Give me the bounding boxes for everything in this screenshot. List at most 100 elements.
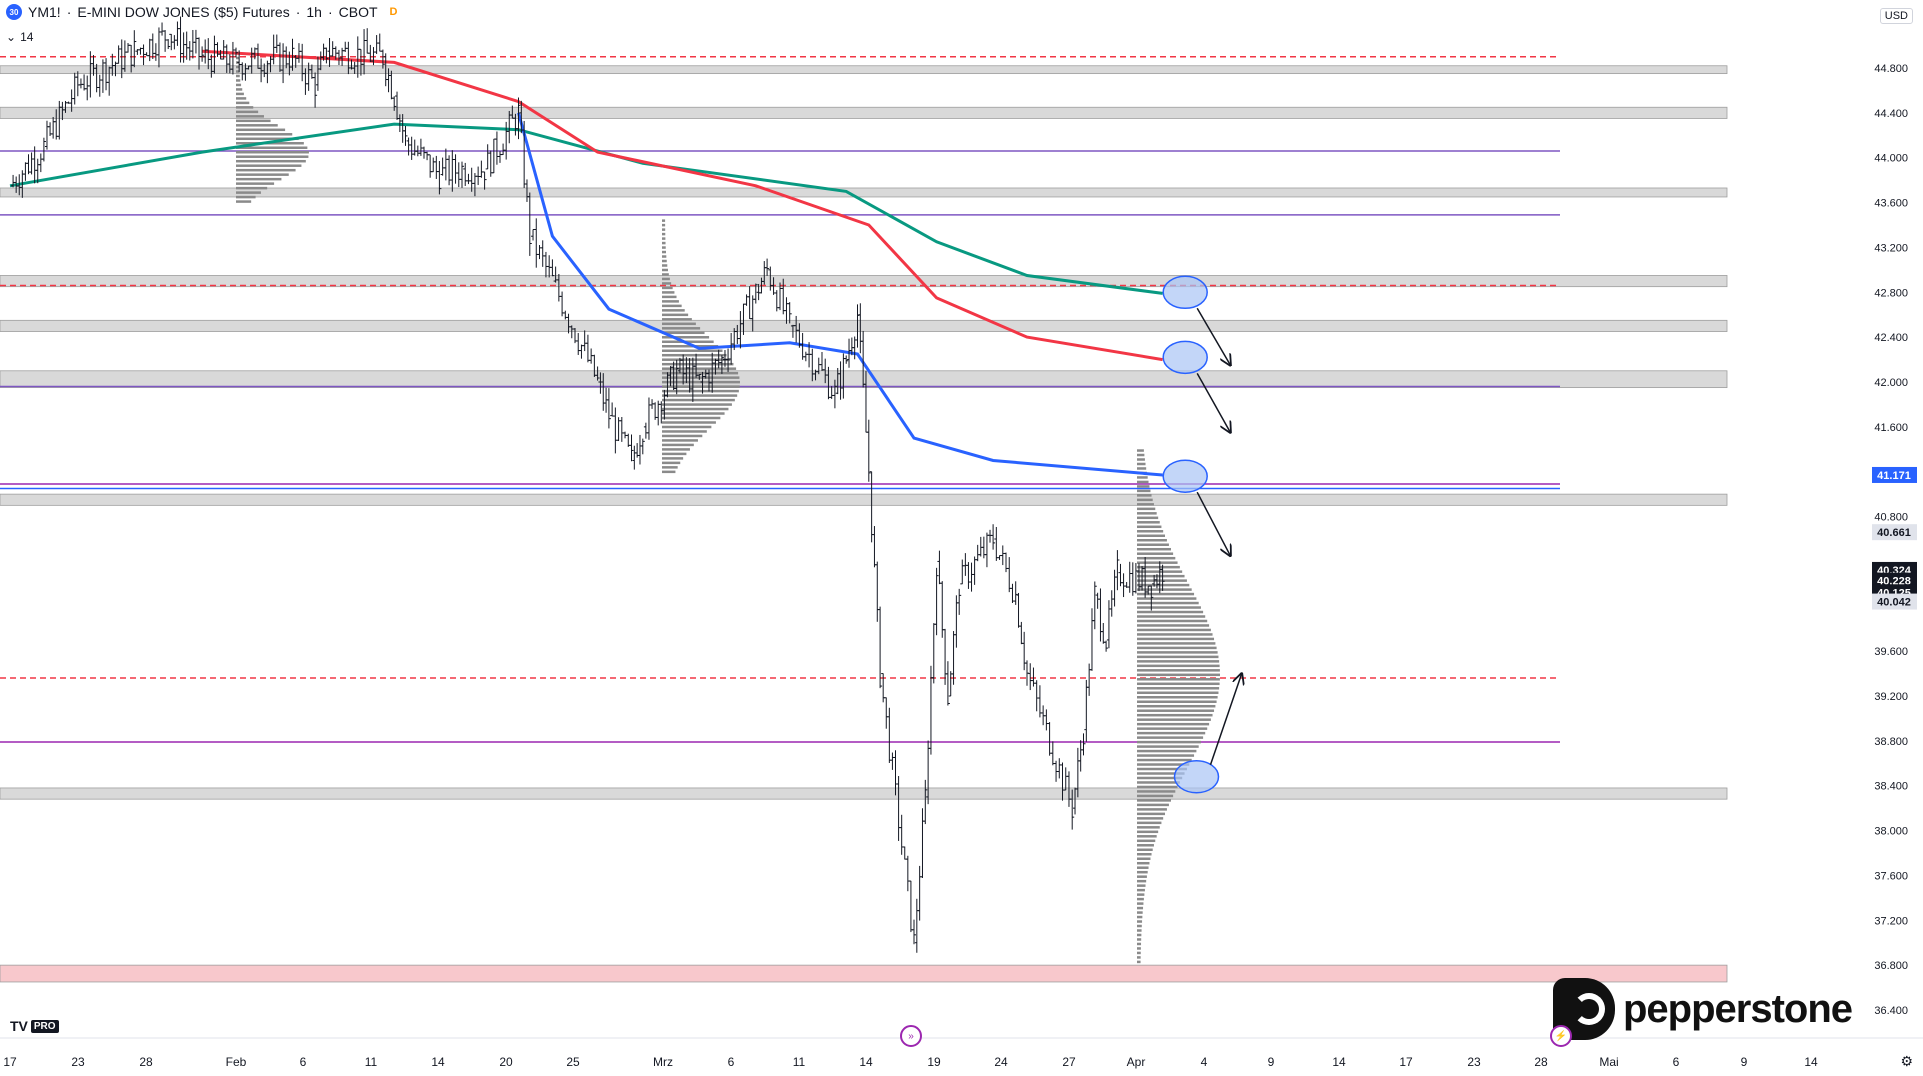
volume-bar xyxy=(1137,844,1154,847)
volume-bar xyxy=(1137,727,1208,730)
volume-bar xyxy=(1137,902,1144,905)
time-tick-label: 11 xyxy=(793,1055,806,1069)
volume-bar xyxy=(1137,646,1217,650)
price-label-bg xyxy=(1872,524,1917,541)
chevron-down-icon[interactable]: ⌄ xyxy=(6,30,17,44)
price-label-text: 40.042 xyxy=(1877,597,1911,609)
volume-bar xyxy=(1137,866,1149,869)
tradingview-logo: TV PRO xyxy=(10,1018,59,1034)
volume-bar xyxy=(662,403,732,406)
volume-bar xyxy=(236,70,240,73)
time-tick-label: 4 xyxy=(1201,1055,1208,1069)
gear-icon[interactable]: ⚙ xyxy=(1900,1053,1913,1069)
volume-bar xyxy=(1137,736,1204,739)
zone-band xyxy=(0,964,1728,983)
replay-arrow-icon[interactable]: » xyxy=(900,1025,922,1047)
time-tick-label: 6 xyxy=(1673,1055,1680,1069)
volume-bar xyxy=(662,389,739,393)
volume-bar xyxy=(236,177,282,181)
lightning-icon[interactable]: ⚡ xyxy=(1550,1025,1572,1047)
volume-bar xyxy=(236,137,299,141)
volume-bar xyxy=(1137,875,1147,878)
volume-bar xyxy=(662,295,677,299)
volume-bar xyxy=(1137,803,1169,807)
volume-bar xyxy=(662,219,666,222)
volume-bar xyxy=(1137,601,1199,605)
volume-bar xyxy=(1137,633,1213,636)
volume-bar xyxy=(236,146,308,149)
time-tick-label: Mrz xyxy=(653,1055,673,1069)
volume-bar xyxy=(236,168,296,172)
volume-bar xyxy=(1137,480,1149,484)
length-value: 14 xyxy=(20,30,34,44)
volume-bar xyxy=(1137,722,1210,726)
volume-bar xyxy=(236,119,271,123)
volume-bar xyxy=(236,150,309,154)
time-tick-label: 28 xyxy=(1534,1055,1548,1069)
price-tick-label: 39.200 xyxy=(1874,691,1908,703)
volume-bar xyxy=(1137,637,1215,641)
time-tick-label: 14 xyxy=(1332,1055,1346,1069)
volume-bar xyxy=(662,443,694,447)
volume-bar xyxy=(662,304,682,308)
moving-average-line xyxy=(9,122,1163,295)
currency-selector[interactable]: USD xyxy=(1879,8,1913,24)
volume-bar xyxy=(662,282,672,285)
price-tick-label: 42.000 xyxy=(1874,377,1908,389)
volume-bar xyxy=(1137,879,1147,883)
volume-bar xyxy=(662,385,740,388)
price-tick-label: 37.200 xyxy=(1874,915,1908,927)
volume-bar xyxy=(1137,507,1156,511)
volume-bar xyxy=(1137,781,1180,784)
annotation-arrow xyxy=(1196,307,1230,365)
header-separator: · xyxy=(295,4,301,20)
volume-bar xyxy=(1137,938,1142,941)
pepperstone-wordmark: pepperstone xyxy=(1623,986,1853,1031)
volume-bar xyxy=(236,97,247,100)
volume-bar xyxy=(1137,740,1201,744)
symbol-header[interactable]: 30 YM1! · E-MINI DOW JONES ($5) Futures … xyxy=(6,4,397,20)
price-tick-label: 38.400 xyxy=(1874,781,1908,793)
zone-band xyxy=(0,65,1728,75)
volume-bar xyxy=(1137,794,1174,798)
volume-bar xyxy=(1137,929,1142,932)
zone-band xyxy=(0,787,1728,800)
interval-label[interactable]: 1h xyxy=(306,4,322,20)
indicator-length[interactable]: ⌄ 14 xyxy=(6,30,33,44)
volume-bar xyxy=(1137,799,1171,802)
volume-bar xyxy=(1137,673,1220,677)
price-tick-label: 42.800 xyxy=(1874,287,1908,299)
volume-bar xyxy=(1137,628,1211,632)
volume-bar xyxy=(236,182,275,185)
volume-bar xyxy=(1137,924,1142,928)
price-tick-label: 43.600 xyxy=(1874,198,1908,210)
volume-bar xyxy=(1137,704,1216,708)
volume-bar xyxy=(662,353,727,357)
volume-bar xyxy=(1137,592,1195,596)
time-tick-label: Mai xyxy=(1599,1055,1618,1069)
volume-bar xyxy=(662,259,667,263)
volume-bar xyxy=(1137,956,1141,959)
volume-bar xyxy=(1137,655,1219,659)
volume-bar xyxy=(662,425,712,429)
volume-bar xyxy=(662,223,666,227)
volume-bar xyxy=(662,331,705,335)
annotation-circle xyxy=(1173,759,1220,794)
volume-bar xyxy=(1137,606,1201,609)
volume-bar xyxy=(662,327,701,330)
volume-bar xyxy=(1137,619,1208,623)
volume-bar xyxy=(1137,830,1159,834)
price-tick-label: 39.600 xyxy=(1874,646,1908,658)
volume-bar xyxy=(1137,543,1169,546)
volume-bar xyxy=(662,349,723,352)
symbol-ticker[interactable]: YM1! xyxy=(28,4,61,20)
volume-bar xyxy=(1137,947,1141,950)
annotation-arrow xyxy=(1196,372,1230,432)
volume-bar xyxy=(1137,839,1156,843)
volume-bar xyxy=(1137,960,1141,964)
volume-bar xyxy=(1137,503,1154,506)
annotation-circle xyxy=(1162,459,1208,493)
time-tick-label: 28 xyxy=(139,1055,153,1069)
volume-bar xyxy=(1137,700,1217,703)
